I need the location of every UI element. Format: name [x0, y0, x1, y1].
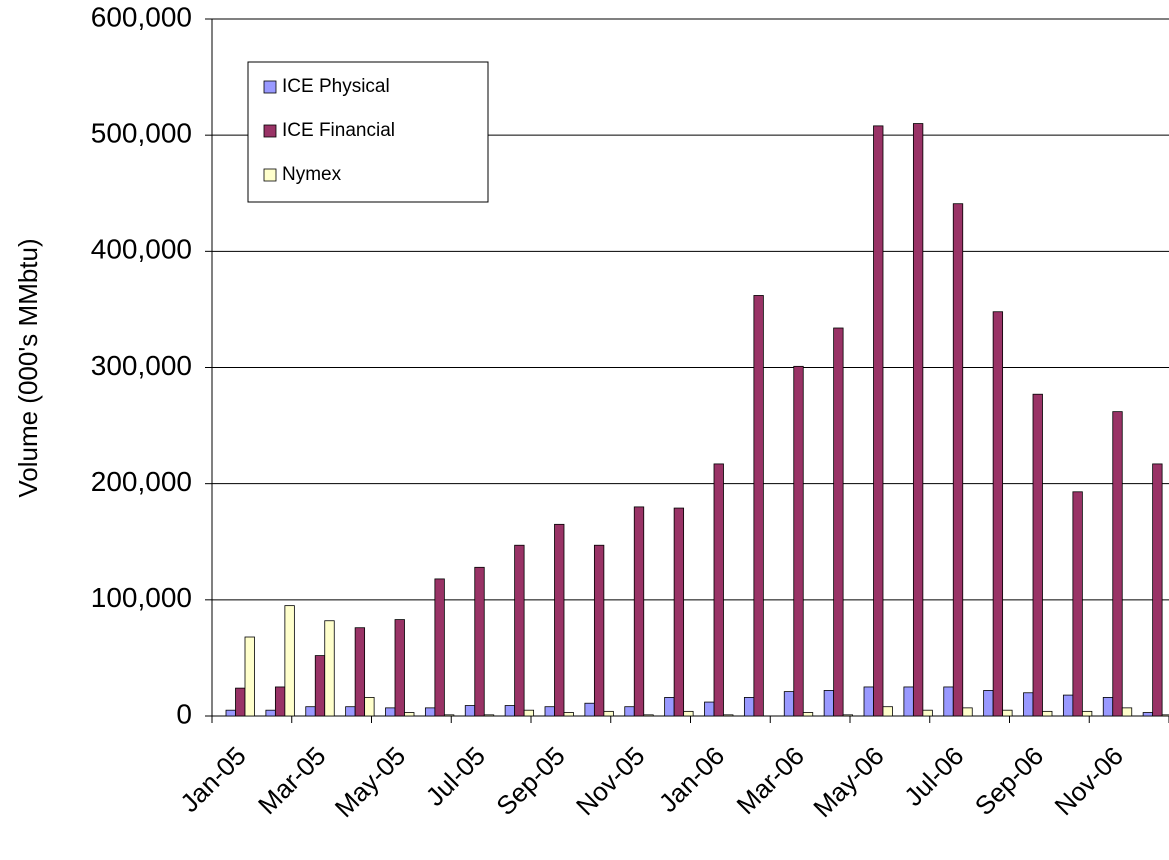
bar: [1081, 710, 1093, 717]
y-tick-label: 500,000: [91, 118, 192, 149]
bar: [962, 707, 973, 717]
y-tick-label: 400,000: [91, 234, 192, 265]
bar: [404, 712, 415, 717]
bar: [683, 710, 694, 717]
legend-swatch: [263, 80, 277, 94]
bar: [1002, 709, 1013, 717]
bar: [882, 706, 893, 717]
bar: [284, 605, 295, 717]
legend-label: Nymex: [282, 164, 342, 185]
bar: [544, 706, 555, 717]
bar: [624, 706, 635, 717]
bar: [723, 714, 734, 717]
bar: [235, 687, 246, 717]
bar: [903, 686, 914, 717]
legend-label: ICE Physical: [282, 76, 390, 97]
bar: [1072, 491, 1083, 717]
bar: [633, 506, 645, 717]
bar: [443, 714, 455, 717]
legend-swatch: [263, 124, 277, 138]
bar: [983, 690, 994, 717]
bar: [863, 686, 874, 717]
bar: [1121, 707, 1133, 717]
bar: [385, 707, 396, 717]
bar: [664, 697, 675, 717]
bar: [1102, 697, 1114, 717]
bar: [305, 706, 316, 717]
bar: [643, 714, 654, 717]
bar: [922, 709, 933, 717]
x-tick-label: Sep-05: [490, 741, 570, 821]
y-tick-label: 0: [176, 698, 192, 729]
bar: [952, 203, 964, 717]
x-tick-label: Nov-06: [1049, 741, 1129, 821]
bar: [833, 327, 844, 717]
bar: [1032, 393, 1043, 717]
legend-label: ICE Financial: [282, 120, 395, 141]
legend-swatch: [263, 168, 277, 182]
bar: [244, 636, 255, 717]
x-tick-label: May-06: [807, 741, 890, 824]
bar: [704, 701, 715, 717]
x-tick-label: Sep-06: [969, 741, 1049, 821]
bar: [464, 705, 476, 717]
bar: [992, 311, 1004, 717]
legend-box: [247, 61, 489, 203]
x-tick-label: Mar-06: [731, 741, 810, 820]
x-tick-label: Jan-05: [174, 741, 251, 818]
bar: [1042, 710, 1053, 717]
x-tick-label: May-05: [329, 741, 412, 824]
bar: [783, 691, 795, 717]
bar: [713, 463, 724, 717]
bar: [514, 544, 525, 717]
bar: [823, 690, 835, 717]
bar: [793, 365, 804, 717]
x-tick-label: Mar-05: [252, 741, 331, 820]
bar: [364, 697, 375, 717]
bar: [753, 295, 764, 717]
bar: [354, 627, 366, 717]
bar: [1142, 712, 1154, 717]
bar: [743, 697, 755, 717]
y-tick-label: 300,000: [91, 350, 192, 381]
bar: [314, 655, 326, 717]
bar: [802, 712, 814, 717]
bar: [554, 523, 565, 717]
bar: [434, 578, 445, 717]
bar: [274, 686, 286, 717]
bar: [842, 714, 854, 717]
bar: [912, 123, 924, 717]
bar: [673, 507, 685, 717]
bar: [1161, 714, 1169, 717]
y-axis-label: Volume (000's MMbtu): [13, 238, 43, 497]
bar: [225, 709, 236, 717]
bar: [593, 544, 605, 717]
bar: [1062, 694, 1074, 717]
bar: [584, 702, 595, 717]
bar: [265, 709, 276, 717]
bar: [1112, 411, 1123, 717]
bar: [1152, 463, 1163, 717]
y-tick-label: 100,000: [91, 582, 192, 613]
x-tick-label: Nov-05: [570, 741, 650, 821]
bar: [394, 619, 405, 717]
bar: [504, 705, 516, 717]
bar: [943, 686, 954, 717]
bar: [345, 706, 356, 717]
bar: [523, 709, 535, 717]
bar: [873, 125, 884, 717]
y-tick-label: 200,000: [91, 466, 192, 497]
bar: [424, 707, 436, 717]
bar: [474, 566, 485, 717]
x-tick-label: Jan-06: [653, 741, 730, 818]
y-tick-label: 600,000: [91, 1, 192, 32]
x-tick-label: Jul-05: [420, 741, 491, 812]
bar: [1023, 692, 1034, 717]
x-tick-label: Jul-06: [898, 741, 969, 812]
bar: [603, 710, 614, 717]
bar: [563, 712, 574, 717]
bar: [483, 714, 495, 717]
bar: [324, 620, 335, 717]
